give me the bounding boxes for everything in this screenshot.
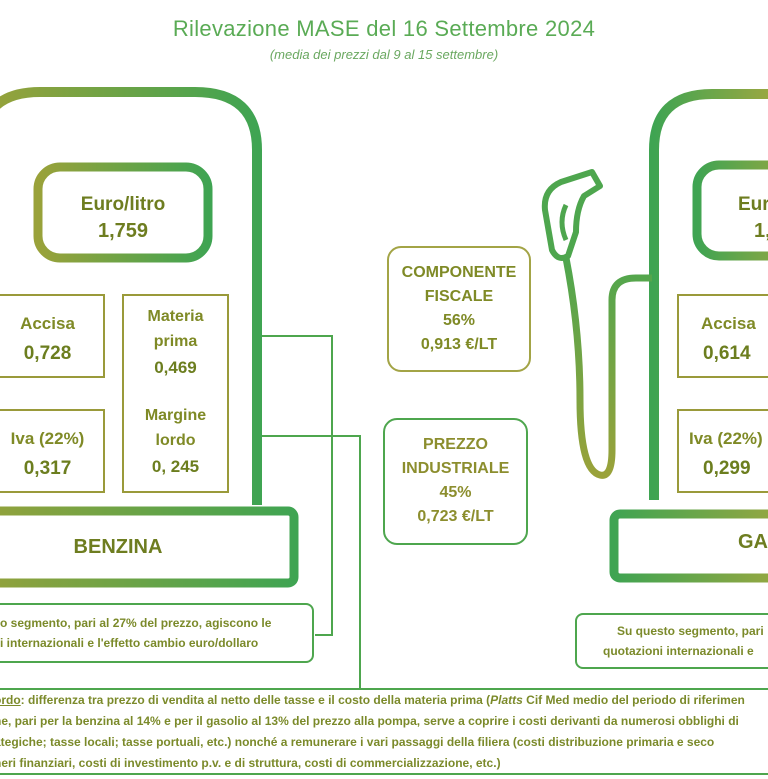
margine-label-2: lordo — [155, 432, 196, 449]
fiscale-value: 0,913 €/LT — [420, 336, 498, 353]
industriale-line-2: INDUSTRIALE — [401, 460, 510, 477]
gasolio-iva-value: 0,299 — [703, 458, 751, 479]
benzina-note: o segmento, pari al 27% del prezzo, agis… — [0, 603, 314, 663]
gasolio-note-line-1: Su questo segmento, pari — [617, 624, 764, 638]
margine-value: 0, 245 — [151, 457, 200, 476]
footer-line-4: neri finanziari, costi di investimento p… — [0, 756, 501, 770]
footer-line-2: ne, pari per la benzina al 14% e per il … — [0, 714, 739, 728]
right-pump-body — [649, 89, 768, 500]
gasolio-price-label: Eur — [738, 194, 768, 215]
footer-line-1-end: Cif Med medio del periodo di riferimen — [522, 693, 745, 707]
industriale-pct: 45% — [439, 484, 472, 501]
connector-materia — [262, 335, 333, 636]
benzina-iva-label: Iva (22%) — [10, 429, 85, 448]
benzina-note-line-1: o segmento, pari al 27% del prezzo, agis… — [0, 616, 272, 630]
fiscale-line-1: COMPONENTE — [401, 264, 517, 281]
footer-platts: Platts — [490, 693, 523, 707]
benzina-price-value: 1,759 — [97, 220, 149, 242]
gasolio-accisa-label: Accisa — [701, 314, 756, 333]
prezzo-industriale-box: PREZZO INDUSTRIALE 45% 0,723 €/LT — [383, 418, 528, 545]
page-subtitle: (media dei prezzi dal 9 al 15 settembre) — [269, 47, 499, 62]
left-pump-body — [0, 87, 262, 505]
fuel-hose — [562, 257, 652, 479]
gasolio-accisa-box: Accisa 0,614 — [677, 294, 768, 378]
fiscale-line-2: FISCALE — [424, 288, 494, 305]
benzina-note-line-2: i internazionali e l'effetto cambio euro… — [0, 636, 259, 650]
footer-line-1-text: : differenza tra prezzo di vendita al ne… — [20, 693, 491, 707]
gasolio-price-value: 1, — [754, 220, 768, 242]
connector-margine — [262, 435, 361, 689]
footer-line-3: ategiche; tasse locali; tasse portuali, … — [0, 735, 715, 749]
fiscale-pct: 56% — [442, 312, 476, 329]
gasolio-name: GA — [738, 531, 768, 553]
materia-label-1: Materia — [147, 308, 204, 325]
materia-value: 0,469 — [154, 358, 197, 377]
left-price-display-frame — [33, 162, 213, 263]
nozzle-icon — [541, 169, 603, 261]
gasolio-note: Su questo segmento, pari quotazioni inte… — [575, 613, 768, 669]
margine-label-1: Margine — [144, 407, 207, 424]
right-pump-base — [609, 509, 768, 583]
benzina-price-display: Euro/litro 1,759 — [40, 194, 206, 243]
gasolio-iva-label: Iva (22%) — [689, 429, 763, 448]
benzina-price-label: Euro/litro — [80, 194, 166, 215]
industriale-value: 0,723 €/LT — [417, 508, 494, 525]
benzina-iva-box: Iva (22%) 0,317 — [0, 409, 105, 493]
componente-fiscale-box: COMPONENTE FISCALE 56% 0,913 €/LT — [387, 246, 531, 372]
footer-term: ordo — [0, 693, 21, 707]
nozzle-trigger — [559, 203, 569, 242]
gasolio-iva-box: Iva (22%) 0,299 — [677, 409, 768, 493]
page-title: Rilevazione MASE del 16 Settembre 2024 — [172, 16, 596, 41]
right-price-display-frame — [692, 160, 768, 261]
benzina-iva-value: 0,317 — [23, 458, 72, 479]
footer-explanation: ordo: differenza tra prezzo di vendita a… — [0, 690, 768, 774]
benzina-name: BENZINA — [73, 536, 163, 558]
benzina-accisa-label: Accisa — [20, 314, 75, 333]
materia-label-2: prima — [153, 333, 198, 350]
gasolio-price-display: Eur 1, — [738, 194, 768, 243]
gasolio-accisa-value: 0,614 — [703, 343, 751, 364]
benzina-accisa-box: Accisa 0,728 — [0, 294, 105, 378]
benzina-industrial-box: Materia prima 0,469 Margine lordo 0, 245 — [122, 294, 229, 493]
footer-line-1: ordo: differenza tra prezzo di vendita a… — [0, 690, 768, 711]
benzina-accisa-value: 0,728 — [23, 343, 72, 364]
left-pump-base — [0, 506, 299, 588]
industriale-line-1: PREZZO — [423, 436, 488, 453]
gasolio-note-line-2: quotazioni internazionali e — [603, 644, 754, 658]
